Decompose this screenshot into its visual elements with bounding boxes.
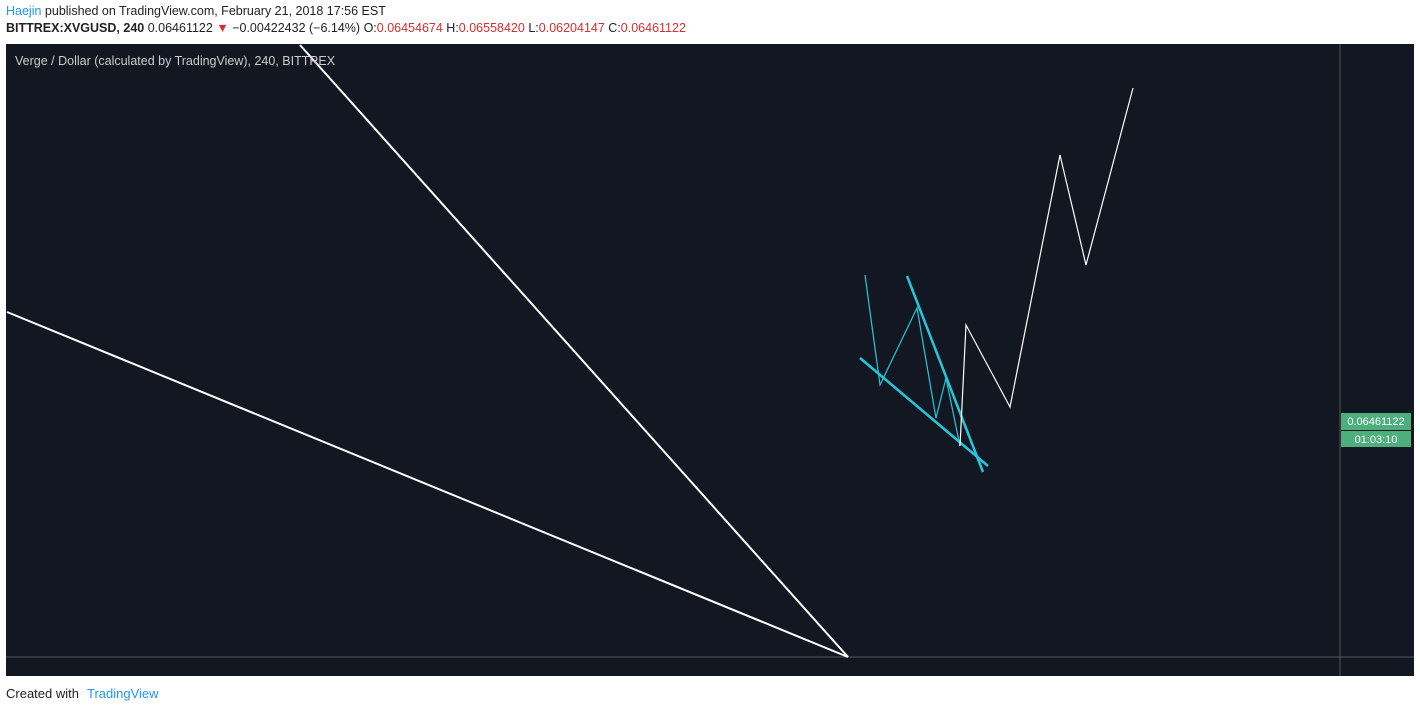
- change: −0.00422432 (−6.14%): [232, 21, 361, 35]
- last: 0.06461122: [147, 21, 213, 35]
- impulse-wave: [959, 87, 1134, 447]
- triangle-line: [905, 275, 985, 473]
- triangle-line: [859, 357, 989, 467]
- triangle-wave: [864, 274, 961, 447]
- low: 0.06204147: [538, 21, 605, 35]
- chart: Verge / Dollar (calculated by TradingVie…: [6, 44, 1414, 676]
- timer: 01:03:10: [1355, 434, 1398, 446]
- header-line: Haejin published on TradingView.com, Feb…: [6, 3, 686, 20]
- high: 0.06558420: [458, 21, 525, 35]
- o-label: O:: [363, 21, 377, 35]
- header: Haejin published on TradingView.com, Feb…: [6, 3, 686, 37]
- open: 0.06454674: [376, 21, 443, 35]
- chart-title: Verge / Dollar (calculated by TradingVie…: [15, 54, 336, 68]
- drawings: [6, 44, 1134, 658]
- l-label: L:: [528, 21, 539, 35]
- timer-bg: [1341, 431, 1411, 447]
- c-label: C:: [608, 21, 621, 35]
- footer: Created with TradingView: [6, 686, 159, 701]
- trendline: [299, 44, 849, 658]
- price-tag-bg: [1341, 413, 1411, 430]
- h-label: H:: [446, 21, 459, 35]
- symbol: BITTREX:XVGUSD, 240: [6, 21, 145, 35]
- published: published on TradingView.com, February 2…: [41, 4, 386, 18]
- arrow: ▼: [216, 21, 229, 35]
- header-line: BITTREX:XVGUSD, 240 0.06461122 ▼ −0.0042…: [6, 20, 686, 37]
- chart-bg: [6, 44, 1414, 676]
- brand[interactable]: TradingView: [86, 686, 159, 701]
- price-tag: 0.06461122: [1347, 416, 1404, 428]
- created: Created with: [6, 686, 79, 701]
- close: 0.06461122: [620, 21, 686, 35]
- trendline: [6, 311, 849, 658]
- author[interactable]: Haejin: [6, 4, 42, 18]
